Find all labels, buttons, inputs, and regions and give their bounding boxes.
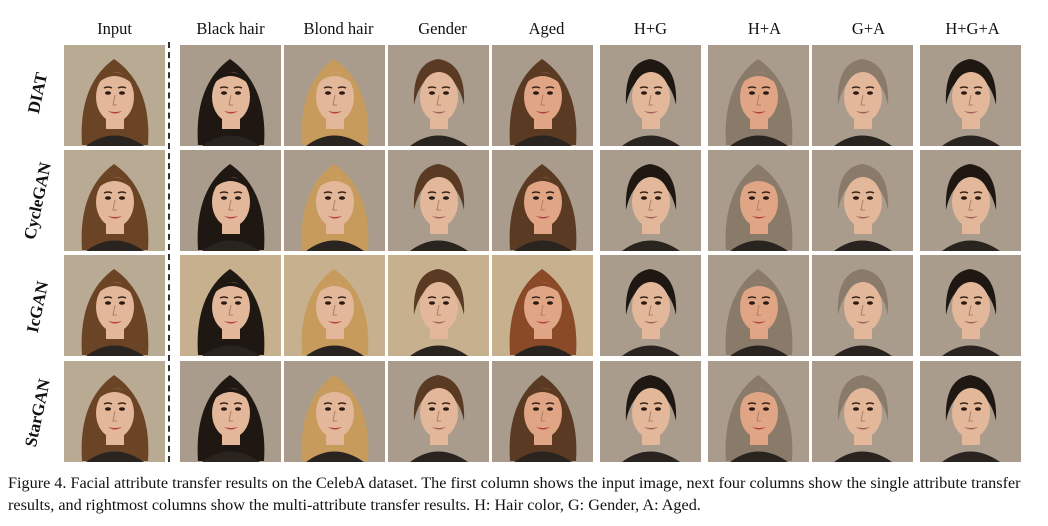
- face-image-icgan-0: [64, 255, 165, 356]
- face-image-stargan-0: [64, 361, 165, 462]
- face-image-icgan-2: [284, 255, 385, 356]
- column-header-input: Input: [97, 19, 132, 38]
- row-label-stargan: StarGAN: [21, 377, 54, 449]
- face-image-diat-1: [180, 45, 281, 146]
- face-image-diat-3: [388, 45, 489, 146]
- face-image-icgan-3: [388, 255, 489, 356]
- face-image-icgan-6: [708, 255, 809, 356]
- face-image-icgan-1: [180, 255, 281, 356]
- face-image-icgan-7: [812, 255, 913, 356]
- face-image-cyclegan-0: [64, 150, 165, 251]
- face-image-stargan-4: [492, 361, 593, 462]
- column-header-ga: G+A: [851, 19, 886, 38]
- face-image-diat-4: [492, 45, 593, 146]
- face-image-stargan-2: [284, 361, 385, 462]
- row-label-diat: DIAT: [23, 70, 52, 116]
- face-image-cyclegan-1: [180, 150, 281, 251]
- face-image-icgan-5: [600, 255, 701, 356]
- face-image-icgan-4: [492, 255, 593, 356]
- column-header-hg: H+G: [633, 19, 668, 38]
- face-image-cyclegan-6: [708, 150, 809, 251]
- face-image-stargan-7: [812, 361, 913, 462]
- face-image-cyclegan-2: [284, 150, 385, 251]
- column-header-aged: Aged: [528, 19, 565, 38]
- face-image-diat-2: [284, 45, 385, 146]
- face-image-icgan-8: [920, 255, 1021, 356]
- face-image-stargan-3: [388, 361, 489, 462]
- face-image-stargan-8: [920, 361, 1021, 462]
- face-image-diat-5: [600, 45, 701, 146]
- column-header-hga: H+G+A: [945, 19, 1000, 38]
- face-image-cyclegan-8: [920, 150, 1021, 251]
- column-header-ha: H+A: [747, 19, 782, 38]
- column-header-gender: Gender: [418, 19, 467, 38]
- row-label-cyclegan: CycleGAN: [20, 160, 55, 242]
- face-image-diat-6: [708, 45, 809, 146]
- figure-caption: Figure 4. Facial attribute transfer resu…: [8, 474, 1021, 514]
- column-header-black-hair: Black hair: [196, 19, 265, 38]
- face-image-diat-7: [812, 45, 913, 146]
- face-image-cyclegan-5: [600, 150, 701, 251]
- face-image-stargan-1: [180, 361, 281, 462]
- face-image-stargan-6: [708, 361, 809, 462]
- face-image-cyclegan-4: [492, 150, 593, 251]
- row-label-icgan: IcGAN: [22, 279, 53, 335]
- face-image-cyclegan-7: [812, 150, 913, 251]
- face-image-cyclegan-3: [388, 150, 489, 251]
- face-image-stargan-5: [600, 361, 701, 462]
- face-image-diat-8: [920, 45, 1021, 146]
- input-results-divider: [168, 42, 170, 462]
- column-header-blond-hair: Blond hair: [303, 19, 374, 38]
- face-image-diat-0: [64, 45, 165, 146]
